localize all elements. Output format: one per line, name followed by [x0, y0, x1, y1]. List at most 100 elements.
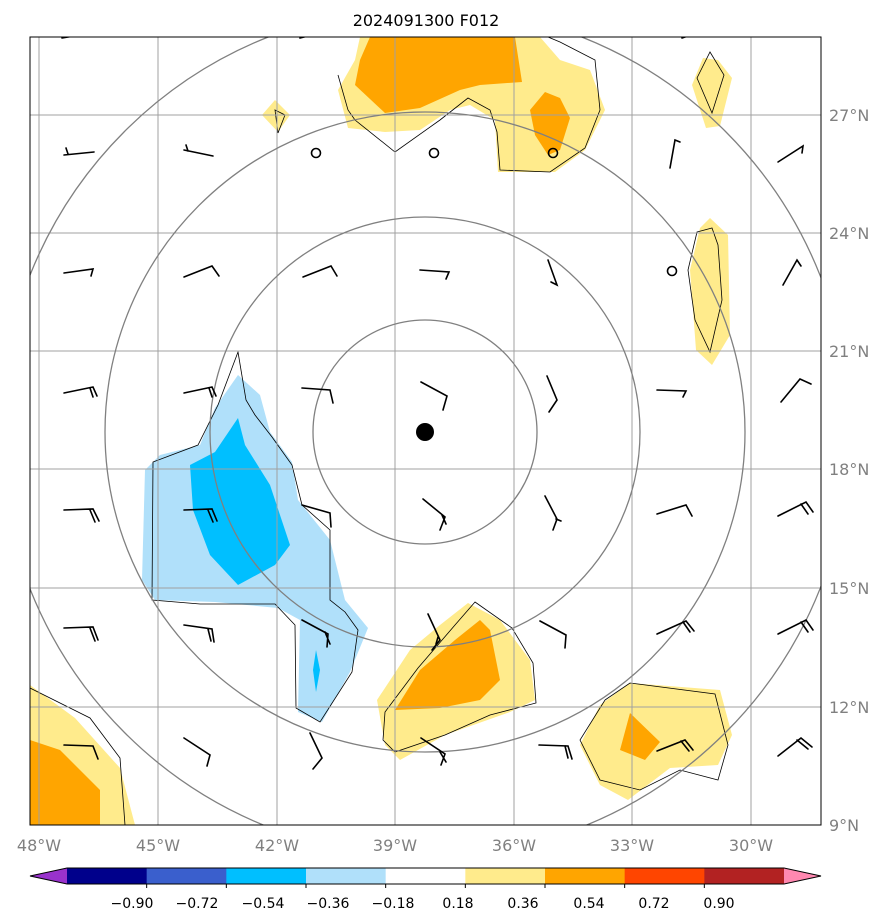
range-rings [30, 37, 821, 825]
lat-label: 15°N [829, 579, 869, 598]
wind-barb [427, 613, 441, 651]
map-area [30, 37, 821, 825]
lat-label: 18°N [829, 460, 869, 479]
lon-label: 45°W [136, 836, 180, 855]
gridlines [30, 37, 821, 825]
colorbar-segment [624, 868, 705, 884]
wind-barb [63, 508, 100, 523]
colorbar-tick-label: −0.18 [372, 896, 415, 912]
wind-barb [309, 732, 323, 770]
wind-barb [183, 144, 214, 157]
negative-anomaly-mid [190, 418, 290, 585]
storm-center-marker [416, 423, 434, 441]
wind-barb [782, 258, 802, 286]
wind-barb [301, 619, 331, 648]
wind-barb [656, 389, 688, 398]
map-title: 2024091300 F012 [353, 11, 500, 30]
wind-barb [301, 504, 332, 528]
lon-label: 36°W [492, 836, 536, 855]
wind-barb [681, 37, 688, 39]
lon-label: 48°W [17, 836, 61, 855]
colorbar-segment [545, 868, 626, 884]
colorbar-extend-high [784, 868, 821, 884]
lon-label: 33°W [610, 836, 654, 855]
colorbar-outline [29, 867, 822, 885]
wind-barb [656, 739, 694, 752]
latitude-labels: 27°N 24°N 21°N 18°N 15°N 12°N 9°N [829, 106, 869, 835]
wind-barb [544, 495, 562, 531]
colorbar-labels: −0.90 −0.72 −0.54 −0.36 −0.18 0.18 0.36 … [111, 896, 735, 912]
positive-anomaly-se-core [620, 713, 660, 760]
colorbar-tick-label: −0.90 [111, 896, 154, 912]
wind-barb [183, 508, 218, 523]
colorbar-tick-label: 0.54 [573, 896, 604, 912]
lat-label: 24°N [829, 224, 869, 243]
wind-barb [422, 498, 447, 531]
colorbar-tick-label: −0.54 [242, 896, 285, 912]
wind-barb [420, 381, 448, 411]
wind-barb [63, 147, 95, 156]
colorbar-tick-label: 0.72 [638, 896, 669, 912]
longitude-labels: 48°W 45°W 42°W 39°W 36°W 33°W 30°W [17, 836, 773, 855]
wind-barb [656, 504, 693, 517]
colorbar-segment [67, 868, 148, 884]
lon-label: 30°W [729, 836, 773, 855]
wind-barb [777, 500, 814, 517]
wind-barb [419, 269, 451, 280]
wind-barb [546, 375, 558, 413]
positive-anomaly-east [690, 218, 730, 365]
wind-barb [302, 265, 338, 278]
shaded-field [30, 37, 732, 825]
wind-barb [63, 626, 99, 642]
calm-wind-circle [310, 147, 322, 159]
wind-barb [547, 259, 559, 287]
colorbar-segment [385, 868, 466, 884]
lat-label: 12°N [829, 698, 869, 717]
wind-barb [539, 620, 567, 649]
colorbar-segment [146, 868, 227, 884]
calm-wind-circle [547, 147, 559, 159]
positive-anomaly-sw-core [30, 740, 100, 825]
colorbar-tick-label: 0.90 [703, 896, 734, 912]
wind-barb [777, 144, 805, 163]
wind-barb [777, 736, 813, 757]
lon-label: 42°W [255, 836, 299, 855]
wind-barb [183, 624, 215, 643]
wind-barb [420, 737, 447, 766]
wind-barb [63, 744, 99, 760]
colorbar [29, 867, 822, 888]
lon-label: 39°W [373, 836, 417, 855]
positive-anomaly-north-core [355, 37, 522, 113]
wind-barb [183, 386, 217, 398]
wind-barb [656, 620, 695, 635]
colorbar-segment [226, 868, 307, 884]
wind-barb [669, 138, 681, 169]
positive-anomaly-south-core [395, 620, 500, 710]
wind-barb [61, 37, 73, 39]
lat-label: 27°N [829, 106, 869, 125]
colorbar-tick-label: 0.18 [442, 896, 473, 912]
lat-label: 21°N [829, 342, 869, 361]
wind-barbs [61, 37, 814, 770]
colorbar-tick-label: −0.72 [176, 896, 219, 912]
colorbar-extend-low [30, 868, 67, 884]
calm-wind-circle [428, 147, 440, 159]
contour-lines [30, 37, 729, 825]
wind-barb [183, 265, 220, 278]
positive-anomaly-ne [692, 58, 732, 128]
map-frame [29, 36, 822, 826]
colorbar-tick-label: 0.36 [507, 896, 538, 912]
wind-barb [63, 386, 98, 398]
colorbar-segment [306, 868, 387, 884]
wind-barb [183, 737, 211, 767]
colorbar-segment [465, 868, 546, 884]
wind-barb [63, 268, 95, 277]
wind-barb [538, 744, 573, 760]
negative-anomaly-mid-2 [313, 650, 320, 692]
wind-barb [777, 618, 814, 635]
wind-barb [780, 378, 812, 403]
wind-barb [299, 37, 308, 39]
wind-barb [301, 387, 334, 404]
calm-wind-circle [666, 265, 678, 277]
